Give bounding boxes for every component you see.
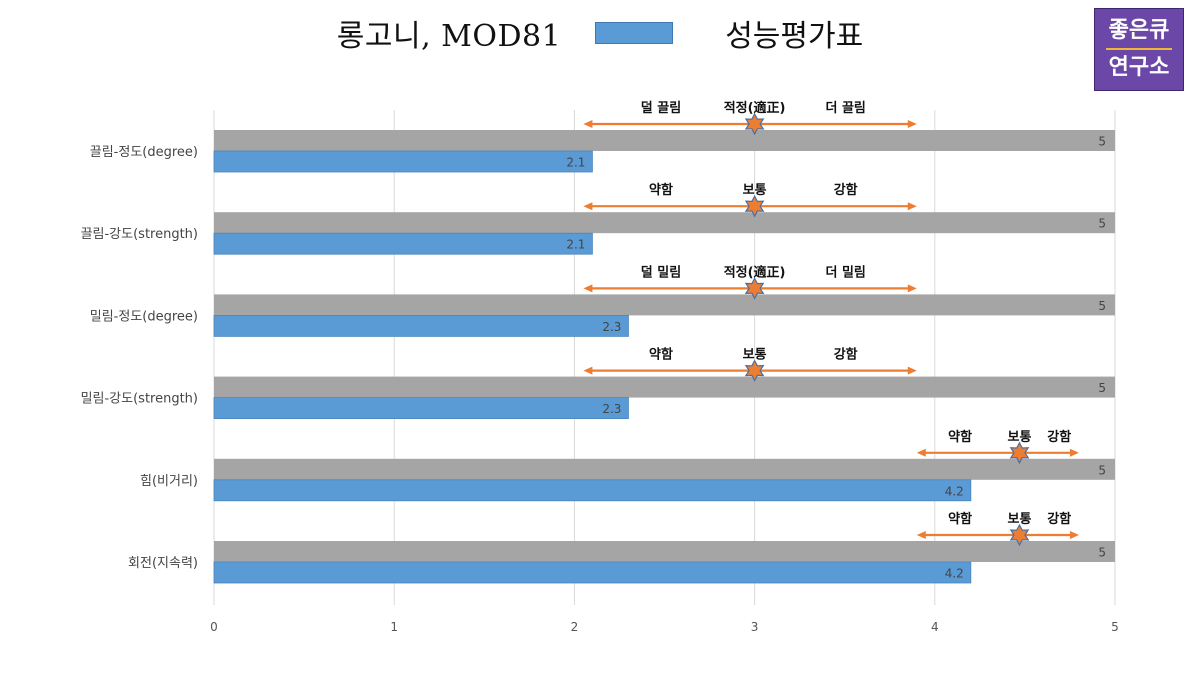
annotation-star-marker	[1009, 523, 1030, 547]
annotation-star-marker	[744, 112, 765, 136]
annotation-star-marker	[744, 359, 765, 382]
annotation-arrow-left	[583, 120, 593, 128]
annotation-arrow-left	[916, 448, 926, 457]
annotation-arrow-left	[583, 202, 593, 211]
category-label: 힘(비거리)	[140, 474, 198, 489]
bar-max	[214, 130, 1115, 151]
bar-value-label: 4.2	[945, 567, 964, 581]
annotation-right-label: 강함	[834, 347, 858, 363]
x-tick-label: 2	[571, 620, 579, 634]
annotation-left-label: 약함	[649, 182, 673, 198]
annotation-left-label: 덜 밀림	[641, 264, 681, 280]
x-tick-label: 4	[931, 620, 939, 634]
logo-text-top: 좋은큐	[1108, 18, 1170, 43]
logo-divider	[1106, 48, 1172, 50]
annotation-arrow-right	[907, 366, 917, 375]
annotation-center-label: 보통	[743, 183, 767, 198]
bar-value	[213, 232, 593, 255]
annotation-arrow-right	[1069, 531, 1079, 539]
bar-max-value-label: 5	[1098, 217, 1106, 231]
annotation-arrow-right	[907, 284, 917, 293]
annotation-arrow-left	[583, 366, 593, 375]
bar-value	[213, 314, 629, 337]
annotation-right-label: 강함	[1047, 429, 1071, 445]
annotation-arrow-right	[907, 120, 917, 128]
bar-max	[214, 458, 1115, 480]
annotation-star-marker	[1009, 441, 1030, 465]
bar-layer	[213, 130, 1115, 584]
annotation-right-label: 더 밀림	[825, 264, 865, 280]
bar-max-value-label: 5	[1098, 299, 1106, 313]
category-label: 밀림-정도(degree)	[90, 309, 198, 324]
bar-value	[213, 397, 629, 420]
annotation-arrow-left	[916, 531, 926, 539]
title-product-name: 롱고니, MOD81	[336, 19, 562, 54]
x-tick-label: 3	[751, 620, 759, 634]
annotation-left-label: 약함	[649, 347, 673, 363]
title-evaluation: 성능평가표	[725, 19, 864, 54]
bar-max	[214, 376, 1115, 398]
bar-max	[214, 541, 1115, 562]
annotation-left-label: 약함	[948, 511, 972, 527]
category-label: 끌림-강도(strength)	[81, 227, 198, 242]
x-tick-label: 0	[210, 620, 218, 634]
bar-max-value-label: 5	[1098, 546, 1106, 560]
brand-logo: 좋은큐 연구소	[1094, 8, 1184, 91]
annotation-star-marker	[744, 277, 765, 300]
bar-max-value-label: 5	[1098, 135, 1106, 149]
bar-max	[214, 294, 1115, 316]
legend-swatch	[595, 22, 674, 44]
bar-value	[213, 561, 972, 584]
category-label: 회전(지속력)	[128, 556, 198, 571]
annotation-arrow-right	[907, 202, 917, 211]
bar-value-label: 2.1	[566, 238, 585, 252]
label-layer: 0 1 2 3 4 5 끌림-정도(degree) 5 2.1 끌림-강도(strength) 5 2…	[81, 135, 1119, 635]
chart-title: 롱고니, MOD81 성능평가표	[0, 8, 1200, 58]
bar-value-label: 2.3	[602, 402, 621, 416]
annotation-right-label: 더 끌림	[825, 100, 865, 116]
category-label: 밀림-강도(strength)	[81, 392, 198, 407]
annotation-arrow-left	[583, 284, 593, 293]
bar-value-label: 4.2	[945, 484, 964, 498]
category-label: 끌림-정도(degree)	[90, 145, 198, 160]
annotation-arrow-right	[1069, 448, 1079, 457]
x-tick-label: 5	[1111, 620, 1119, 634]
annotation-right-label: 강함	[834, 182, 858, 198]
bar-value-label: 2.3	[602, 320, 621, 334]
bar-value	[213, 479, 972, 502]
bar-max-value-label: 5	[1098, 381, 1106, 395]
annotation-center-label: 보통	[1008, 430, 1032, 445]
annotation-center-label: 보통	[1008, 512, 1032, 527]
annotation-right-label: 강함	[1047, 511, 1071, 527]
annotation-star-marker	[744, 194, 765, 218]
annotation-left-label: 약함	[948, 429, 972, 445]
x-tick-label: 1	[390, 620, 398, 634]
annotation-center-label: 적정(適正)	[724, 100, 786, 116]
annotation-center-label: 보통	[743, 348, 767, 363]
logo-text-bottom: 연구소	[1108, 55, 1170, 80]
bar-max	[214, 212, 1115, 234]
bar-value-label: 2.1	[566, 156, 585, 170]
bar-value	[213, 150, 593, 173]
annotation-left-label: 덜 끌림	[641, 100, 681, 116]
grid-layer	[213, 110, 1116, 605]
annotation-center-label: 적정(適正)	[724, 264, 786, 280]
bar-max-value-label: 5	[1098, 463, 1106, 477]
